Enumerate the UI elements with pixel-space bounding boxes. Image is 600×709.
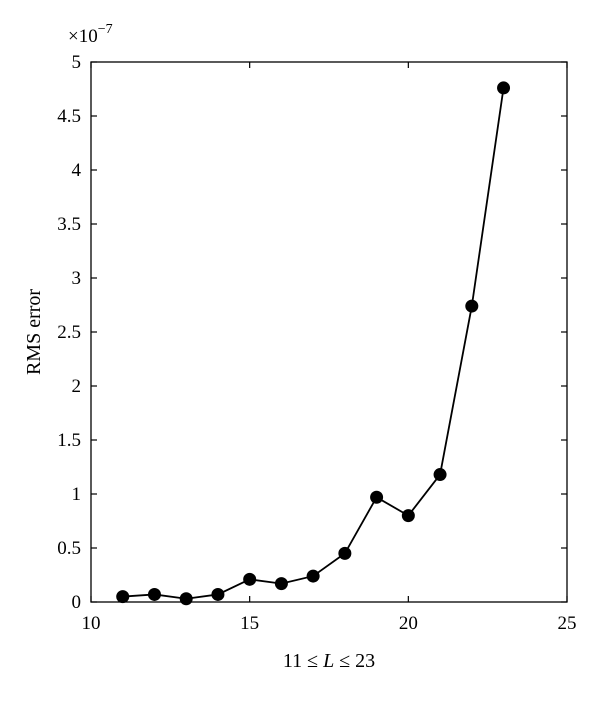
series-line: [122, 87, 505, 600]
data-point: [497, 81, 511, 95]
x-axis-label-variable: L: [322, 650, 334, 672]
y-exponent-label: ×10−7: [68, 22, 113, 47]
data-point: [243, 572, 257, 586]
x-axis-label-suffix: ≤ 23: [334, 650, 375, 672]
x-tick-label: 15: [240, 613, 259, 634]
data-point: [179, 592, 193, 606]
y-tick-label: 0.5: [57, 538, 81, 559]
y-tick-label: 3: [72, 268, 82, 289]
y-tick-label: 2: [72, 376, 82, 397]
data-point: [306, 569, 320, 583]
data-point: [370, 490, 384, 504]
series-layer: [116, 81, 511, 606]
data-point: [338, 546, 352, 560]
data-point: [274, 577, 288, 591]
x-tick-label: 10: [82, 613, 101, 634]
y-exponent-base: ×10: [68, 26, 98, 47]
x-tick-label: 20: [399, 613, 418, 634]
x-axis-ticks: 10 15 20 25: [82, 62, 577, 634]
data-point: [211, 587, 225, 601]
data-point: [465, 299, 479, 313]
x-axis-label-prefix: 11 ≤: [283, 650, 323, 672]
y-tick-label: 2.5: [57, 322, 81, 343]
y-tick-label: 3.5: [57, 214, 81, 235]
y-tick-label: 0: [72, 592, 82, 613]
y-tick-label: 1.5: [57, 430, 81, 451]
data-point: [147, 587, 161, 601]
y-axis-ticks: 0 0.5 1 1.5 2 2.5 3 3.5 4 4.5 5: [57, 52, 567, 613]
y-tick-label: 4.5: [57, 106, 81, 127]
y-tick-label: 4: [72, 160, 82, 181]
data-point: [401, 509, 415, 523]
y-tick-label: 5: [72, 52, 82, 73]
data-point: [116, 590, 130, 604]
x-axis-label: 11 ≤ L ≤ 23: [283, 650, 375, 672]
y-axis-label: RMS error: [23, 289, 45, 375]
y-tick-label: 1: [72, 484, 82, 505]
y-exponent-power: −7: [98, 22, 113, 37]
data-point: [433, 468, 447, 482]
x-tick-label: 25: [558, 613, 577, 634]
